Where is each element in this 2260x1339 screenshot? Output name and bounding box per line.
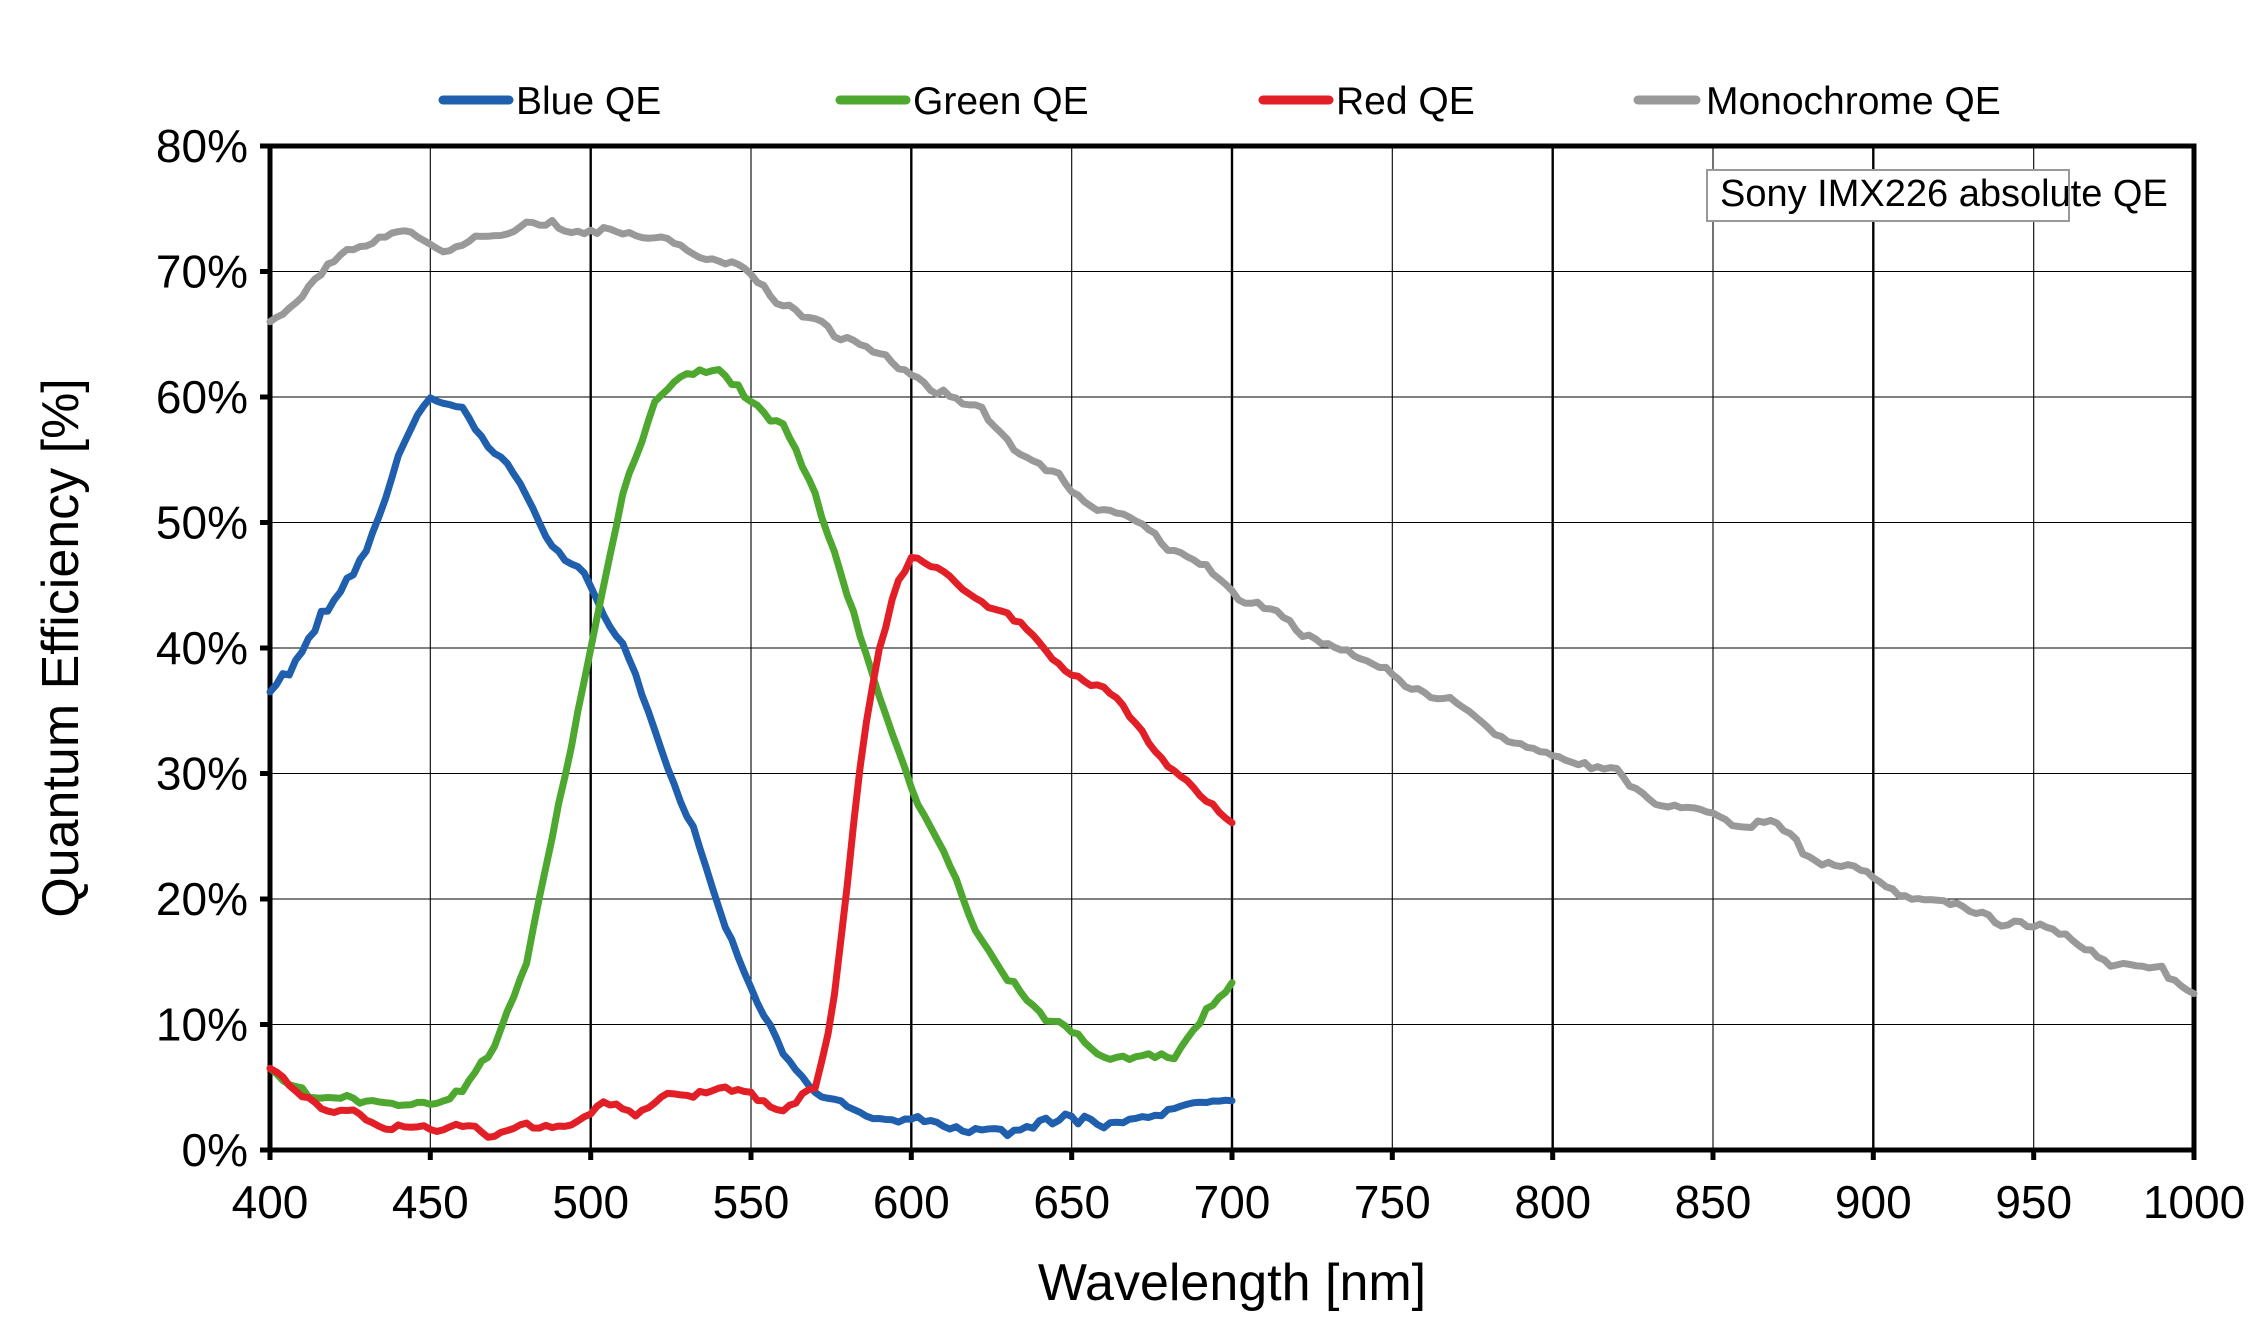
svg-text:50%: 50%: [156, 497, 248, 549]
svg-text:0%: 0%: [182, 1124, 248, 1176]
svg-text:850: 850: [1675, 1176, 1752, 1228]
svg-text:20%: 20%: [156, 873, 248, 925]
svg-text:Red QE: Red QE: [1336, 80, 1475, 123]
svg-text:500: 500: [552, 1176, 629, 1228]
svg-text:10%: 10%: [156, 999, 248, 1051]
svg-text:750: 750: [1354, 1176, 1431, 1228]
svg-text:40%: 40%: [156, 622, 248, 674]
svg-text:Monochrome QE: Monochrome QE: [1706, 80, 2001, 123]
svg-text:Wavelength [nm]: Wavelength [nm]: [1038, 1254, 1426, 1312]
svg-text:950: 950: [1995, 1176, 2072, 1228]
svg-text:700: 700: [1194, 1176, 1271, 1228]
svg-text:Sony IMX226 absolute QE: Sony IMX226 absolute QE: [1720, 173, 2168, 215]
svg-text:60%: 60%: [156, 371, 248, 423]
svg-text:550: 550: [713, 1176, 790, 1228]
svg-text:Blue QE: Blue QE: [516, 80, 661, 123]
svg-text:800: 800: [1514, 1176, 1591, 1228]
svg-text:900: 900: [1835, 1176, 1912, 1228]
svg-text:30%: 30%: [156, 748, 248, 800]
svg-text:1000: 1000: [2143, 1176, 2245, 1228]
svg-text:650: 650: [1033, 1176, 1110, 1228]
svg-text:80%: 80%: [156, 120, 248, 172]
svg-text:450: 450: [392, 1176, 469, 1228]
svg-text:70%: 70%: [156, 246, 248, 298]
svg-text:Quantum Efficiency [%]: Quantum Efficiency [%]: [32, 378, 90, 918]
svg-text:Green QE: Green QE: [913, 80, 1089, 123]
svg-text:400: 400: [232, 1176, 309, 1228]
svg-text:600: 600: [873, 1176, 950, 1228]
